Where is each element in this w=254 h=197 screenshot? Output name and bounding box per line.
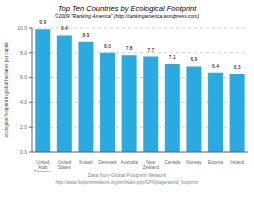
svg-text:Norway: Norway xyxy=(186,160,202,165)
svg-text:9.9: 9.9 xyxy=(39,20,46,25)
svg-text:0.0: 0.0 xyxy=(20,149,27,155)
svg-text:Ireland: Ireland xyxy=(230,160,244,165)
svg-text:Kuwait: Kuwait xyxy=(79,160,93,165)
svg-text:Estonia: Estonia xyxy=(208,160,224,165)
svg-text:9.4: 9.4 xyxy=(61,25,68,31)
html-text:Top Ten Countries by Ecologica: Top Ten Countries by Ecological Footprin… xyxy=(57,4,197,13)
svg-text:2.0: 2.0 xyxy=(20,124,27,130)
svg-text:UnitedStates: UnitedStates xyxy=(58,160,72,170)
svg-text:7.8: 7.8 xyxy=(126,45,133,51)
svg-text:Australia: Australia xyxy=(120,160,138,165)
html-text:Data from Global Footprint Net: Data from Global Footprint Network xyxy=(87,172,167,178)
html-text:©2009 "Ranking America" (http:: ©2009 "Ranking America" (http://rankinga… xyxy=(54,13,200,19)
html-text:http://www.footprintnetwork.or: http://www.footprintnetwork.org/en/index… xyxy=(55,180,199,185)
svg-text:7.7: 7.7 xyxy=(147,47,154,53)
svg-text:6.0: 6.0 xyxy=(20,74,27,80)
svg-text:10.0: 10.0 xyxy=(17,25,27,31)
svg-text:6.9: 6.9 xyxy=(190,56,197,62)
svg-text:7.1: 7.1 xyxy=(169,54,176,60)
svg-text:8.0: 8.0 xyxy=(20,50,27,56)
svg-text:NewZealand: NewZealand xyxy=(143,160,160,170)
svg-text:UnitedArabEmirates: UnitedArabEmirates xyxy=(34,160,53,172)
svg-text:Denmark: Denmark xyxy=(98,160,117,165)
svg-text:8.9: 8.9 xyxy=(82,32,89,38)
svg-text:6.4: 6.4 xyxy=(212,63,219,69)
svg-text:6.3: 6.3 xyxy=(234,64,241,70)
svg-text:Canada: Canada xyxy=(165,160,181,165)
svg-text:8.0: 8.0 xyxy=(104,43,111,49)
svg-text:ecological footprint in global: ecological footprint in global hectares … xyxy=(8,42,9,138)
svg-text:4.0: 4.0 xyxy=(20,99,27,105)
